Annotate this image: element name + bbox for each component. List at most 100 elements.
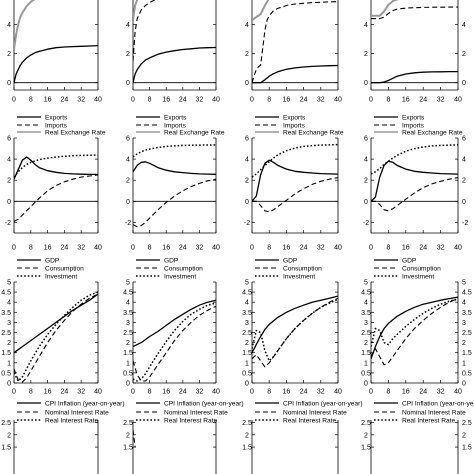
y-tick-label: 2 [364,340,368,347]
legend-label: Exports [164,115,187,122]
series-cpi-inflation-year-on-year [133,299,216,348]
y-tick-label: 1 [126,360,130,367]
y-tick-label: 4 [126,300,130,307]
series-real-interest-rate [252,298,338,362]
legend-label: Real Interest Rate [164,418,217,425]
x-tick-label: 40 [334,97,342,104]
series-exports [14,44,98,83]
y-tick-label: 2 [245,178,249,185]
x-tick-label: 16 [162,245,170,252]
x-tick-label: 16 [44,389,52,396]
series-gdp [133,161,216,175]
y-tick-label: 1.5 [361,350,371,357]
panel-r3-c4: 0 00.5 0.51 11.5 1.52 22.5 2.53 33.5 3.54 44.5 4.5… [361,280,474,425]
y-tick-label: 4 [462,300,466,307]
x-tick-label: 0 [12,97,16,104]
y-tick-label: -2 [244,220,250,227]
y-tick-label: 0 [364,381,368,388]
y-tick-label: 2 [462,51,466,58]
y-tick-label: 4 [462,157,466,164]
x-tick-label: 8 [267,97,271,104]
x-tick-label: 16 [162,389,170,396]
y-tick-label: 0 [462,199,466,206]
panel-row-4: 1.5 2 2.5 1.5 2 2.5 1.5 2 2.5 1.5 1.5 2 2 2.5 2.5 [1,420,472,474]
y-tick-label: 4.5 [1,290,11,297]
x-tick-label: 0 [12,245,16,252]
x-tick-label: 32 [196,389,204,396]
x-tick-label: 24 [419,97,427,104]
panel-r3-c2: 0 0.5 1 1.5 2 2.5 3 3.5 4 4.5 5 0 8 16 24 32 40 CPI Infla… [123,280,243,425]
x-tick-label: 32 [317,245,325,252]
series-consumption [371,177,458,212]
y-tick-label: 4.5 [361,290,371,297]
series-real-interest-rate [14,291,98,382]
y-tick-label: 4.5 [123,290,133,297]
y-tick-label: 3 [7,320,11,327]
legend-label: Real Exchange Rate [164,130,225,137]
x-tick-label: 40 [454,97,462,104]
series-gdp [371,160,458,202]
series-nominal-interest-rate [133,305,216,382]
y-tick-label: 4 [7,157,11,164]
series-nominal-interest-rate [371,297,458,366]
legend-label: Nominal Interest Rate [45,410,109,417]
x-tick-label: 0 [369,245,373,252]
y-tick-label: 2.5 [123,420,133,427]
y-tick-label: 1 [462,360,466,367]
legend-label: Exports [402,115,425,122]
legend-label: Nominal Interest Rate [402,410,466,417]
y-tick-label: 2 [364,51,368,58]
x-tick-label: 40 [212,389,220,396]
x-tick-label: 8 [267,389,271,396]
y-tick-label: 2.5 [242,420,252,427]
x-tick-label: 40 [334,389,342,396]
series-real-exchange-rate [252,0,270,21]
x-tick-label: 24 [179,389,187,396]
y-tick-label: 6 [245,136,249,143]
y-tick-label: 3.5 [123,310,133,317]
x-tick-label: 32 [437,245,445,252]
y-tick-label: 4 [126,22,130,29]
x-tick-label: 24 [300,389,308,396]
series-cpi-inflation-year-on-year [252,295,338,354]
x-tick-label: 8 [267,245,271,252]
y-tick-label: 3 [462,320,466,327]
x-tick-label: 0 [369,389,373,396]
series-real-exchange-rate [371,0,400,17]
series-exports [133,46,216,83]
x-tick-label: 16 [44,97,52,104]
series-consumption [252,177,338,213]
series-real-exchange-rate [133,0,139,21]
x-tick-label: 8 [29,245,33,252]
legend: CPI Inflation (year-on-year) Nominal Inte… [374,401,474,425]
y-tick-label: 1.5 [242,445,252,452]
y-tick-label: 3 [245,320,249,327]
legend-label: CPI Inflation (year-on-year) [283,401,363,408]
series-imports [252,1,338,83]
x-tick-label: 0 [250,389,254,396]
y-tick-label: 4 [126,157,130,164]
panel-r4-c3: 1.5 2 2.5 [242,420,339,474]
y-tick-label: 2 [364,432,368,439]
y-tick-label: 4 [245,300,249,307]
y-tick-label: 4 [245,22,249,29]
legend-label: Real Exchange Rate [283,130,344,137]
series-cpi-inflation-year-on-year [371,296,458,360]
x-tick-label: 24 [61,389,69,396]
y-tick-label: 4 [364,22,368,29]
series-nominal-interest-rate [14,293,98,383]
y-tick-label: 0 [7,199,11,206]
legend-label: Imports [283,123,306,130]
y-tick-label: 1.5 [361,445,371,452]
y-tick-label: 0 [245,381,249,388]
x-tick-label: 16 [402,245,410,252]
y-tick-label: -2 [462,220,468,227]
legend-label: Consumption [402,266,441,273]
legend-label: Investment [283,274,315,281]
legend-label: GDP [45,258,60,265]
y-tick-label: 3 [126,320,130,327]
y-tick-label: 0 [462,381,466,388]
